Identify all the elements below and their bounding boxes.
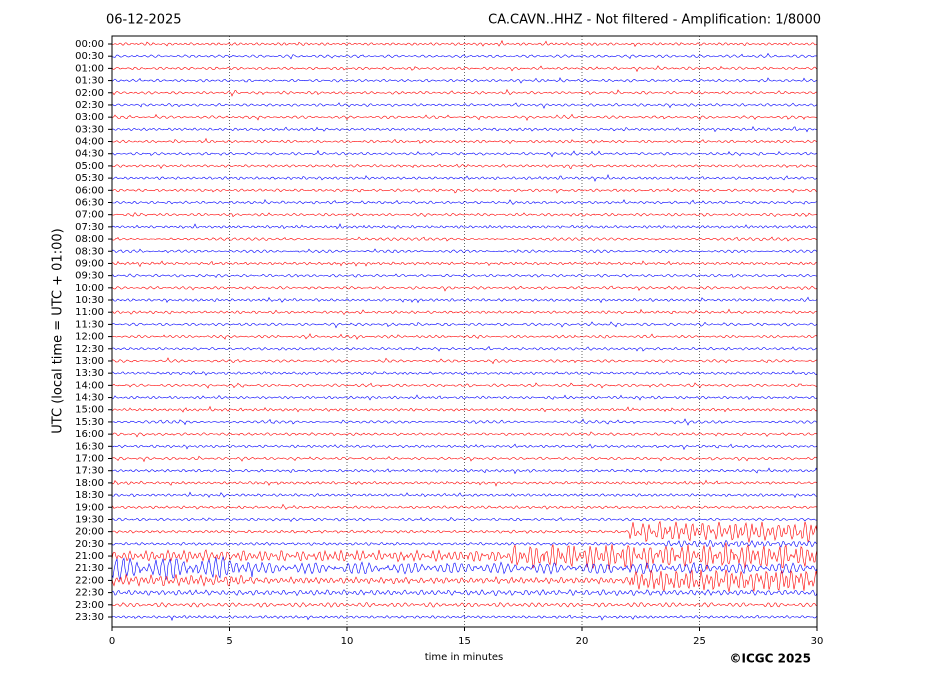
x-tick-label: 15 [458,636,471,647]
y-tick-label: 23:00 [75,600,104,611]
y-tick-label: 06:00 [75,185,104,196]
y-tick-label: 19:00 [75,502,104,513]
trace [111,65,818,73]
x-tick-label: 0 [109,636,115,647]
y-tick-label: 03:30 [75,124,104,135]
y-tick-label: 20:30 [75,539,104,550]
y-tick-label: 16:30 [75,441,104,452]
y-tick-label: 04:00 [75,137,104,148]
trace [111,569,818,592]
trace [111,370,818,376]
y-tick-label: 05:00 [75,161,104,172]
trace [111,394,818,401]
trace [111,39,818,48]
y-tick-label: 13:30 [75,368,104,379]
y-tick-label: 02:00 [75,88,104,99]
trace [111,503,818,510]
y-tick-label: 12:30 [75,344,104,355]
trace [111,198,818,205]
trace [111,455,818,463]
y-tick-label: 07:30 [75,222,104,233]
y-tick-label: 09:30 [75,271,104,282]
y-tick-label: 20:00 [75,527,104,538]
trace [111,88,818,97]
y-tick-label: 09:00 [75,258,104,269]
trace [111,77,818,84]
y-tick-label: 14:30 [75,393,104,404]
trace [112,418,818,426]
trace [111,296,818,304]
y-tick-label: 08:00 [75,234,104,245]
trace [111,520,818,543]
y-tick-label: 10:30 [75,295,104,306]
chart-title: CA.CAVN..HHZ - Not filtered - Amplificat… [488,13,821,28]
y-tick-label: 22:30 [75,588,104,599]
y-tick-label: 18:30 [75,490,104,501]
trace [111,52,817,60]
x-tick-label: 30 [811,636,824,647]
y-tick-label: 12:00 [75,332,104,343]
y-tick-label: 22:00 [75,575,104,586]
y-tick-label: 23:30 [75,612,104,623]
y-tick-label: 10:00 [75,283,104,294]
y-tick-label: 03:00 [75,112,104,123]
x-tick-label: 20 [576,636,589,647]
y-tick-label: 01:30 [75,76,104,87]
y-tick-label: 05:30 [75,173,104,184]
y-tick-label: 06:30 [75,197,104,208]
y-tick-label: 01:00 [75,63,104,74]
x-tick-label: 25 [693,636,706,647]
y-tick-label: 11:00 [75,307,104,318]
y-tick-label: 15:30 [75,417,104,428]
y-tick-label: 08:30 [75,246,104,257]
y-tick-label: 07:00 [75,210,104,221]
y-tick-label: 15:00 [75,405,104,416]
y-tick-label: 13:00 [75,356,104,367]
trace [111,308,818,316]
trace [111,174,818,182]
trace [111,614,818,622]
y-tick-label: 19:30 [75,514,104,525]
x-tick-label: 10 [341,636,354,647]
trace [111,212,818,218]
x-tick-label: 5 [226,636,232,647]
y-tick-label: 00:00 [75,39,104,50]
y-axis-label: UTC (local time = UTC + 01:00) [51,228,66,433]
plot-frame [111,35,818,628]
y-tick-label: 14:00 [75,380,104,391]
y-tick-label: 02:30 [75,100,104,111]
y-tick-label: 11:30 [75,319,104,330]
y-tick-label: 17:00 [75,454,104,465]
trace [111,491,818,499]
copyright: ©ICGC 2025 [729,652,811,666]
date: 06-12-2025 [106,13,182,28]
y-tick-label: 17:30 [75,466,104,477]
trace [111,467,818,475]
y-tick-label: 21:30 [75,563,104,574]
x-axis-label: time in minutes [425,652,504,663]
y-tick-label: 16:00 [75,429,104,440]
y-tick-label: 18:00 [75,478,104,489]
trace [111,223,818,230]
y-tick-label: 21:00 [75,551,104,562]
trace [111,236,818,242]
y-tick-label: 04:30 [75,149,104,160]
trace [111,405,818,413]
trace [111,431,818,438]
trace [111,542,818,570]
y-tick-label: 00:30 [75,51,104,62]
